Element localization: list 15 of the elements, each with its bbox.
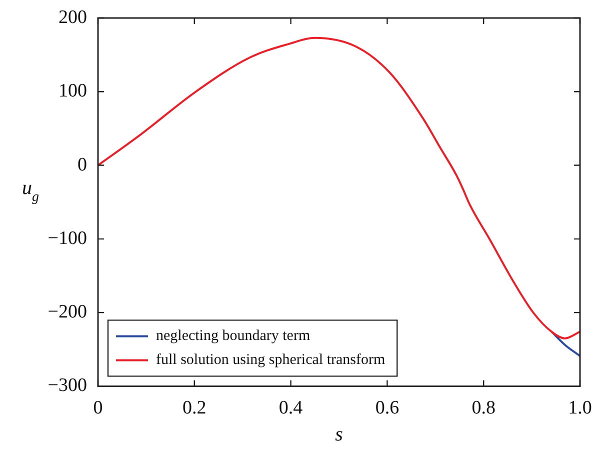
y-tick-label: 200 xyxy=(58,6,87,28)
y-tick-label: 0 xyxy=(78,154,87,176)
x-tick-label: 0.6 xyxy=(375,398,400,419)
y-tick-label: 100 xyxy=(58,80,87,102)
x-tick-label: 0.8 xyxy=(472,398,496,419)
x-tick-label: 0.4 xyxy=(278,398,304,419)
y-tick-label: −100 xyxy=(48,228,87,249)
y-tick-label: −300 xyxy=(48,375,87,396)
legend-label: full solution using spherical transform xyxy=(156,352,386,368)
x-tick-label: 0 xyxy=(93,398,103,419)
y-tick-label: −200 xyxy=(48,302,87,323)
x-tick-label: 1.0 xyxy=(568,398,592,419)
legend-label: neglecting boundary term xyxy=(156,328,310,344)
x-axis-title: s xyxy=(335,423,344,446)
x-tick-label: 0.2 xyxy=(182,398,206,419)
